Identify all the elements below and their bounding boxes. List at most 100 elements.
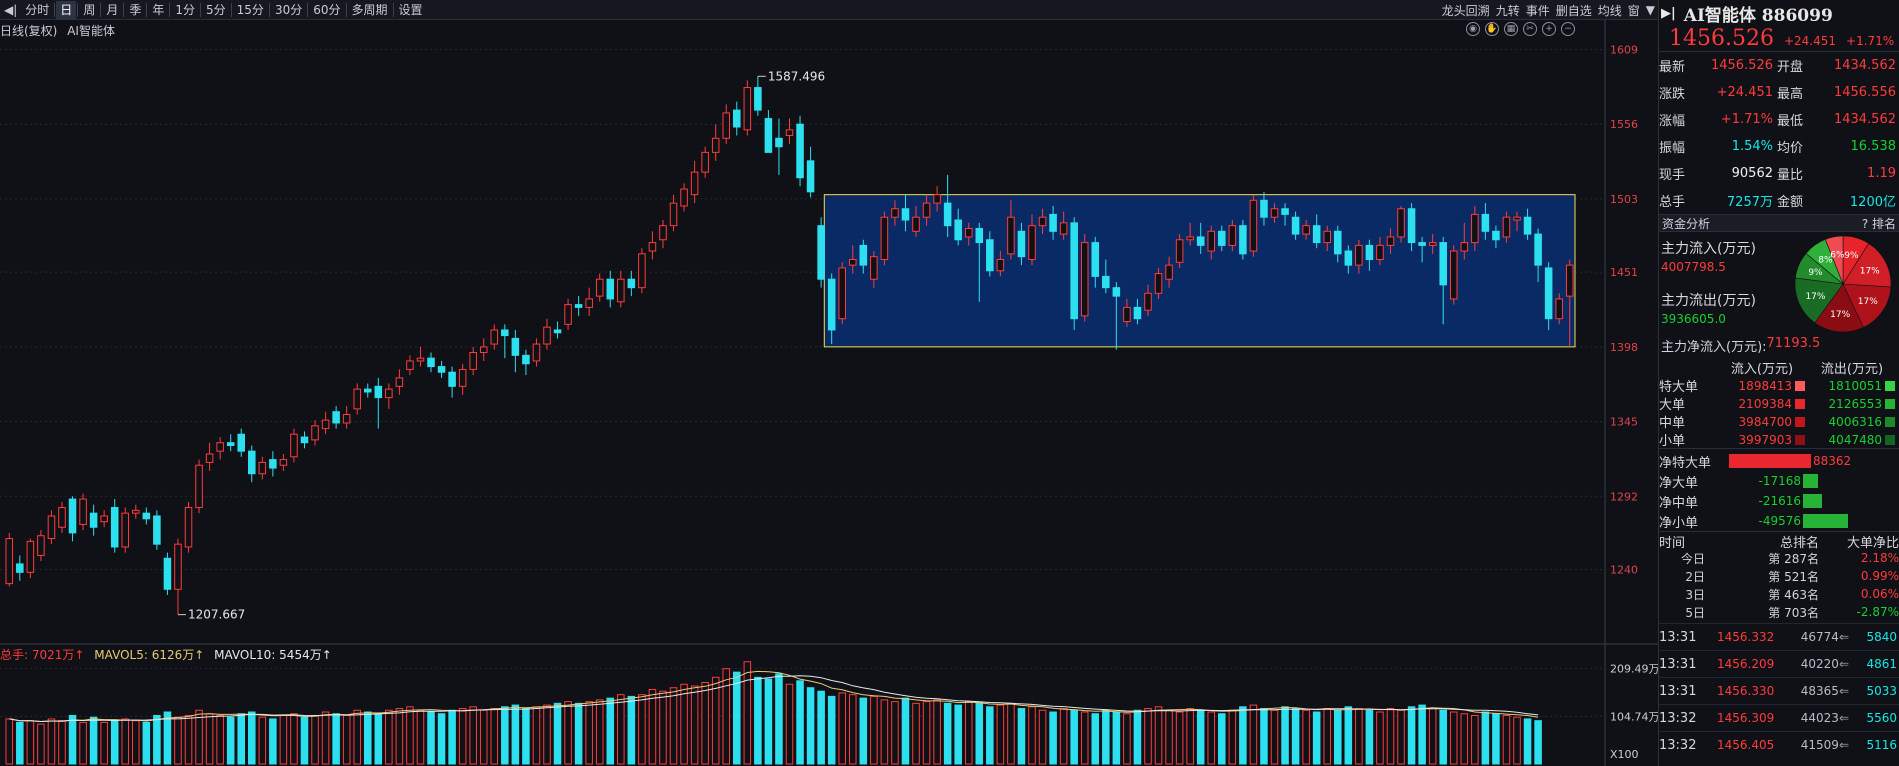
- flow-in-cell: 1898413: [1717, 379, 1807, 393]
- tick-row[interactable]: 13:32 1456.309 44023⇐ 5560: [1659, 704, 1899, 731]
- zoom-out-icon[interactable]: −: [1561, 22, 1575, 36]
- zoom-in-icon[interactable]: +: [1542, 22, 1556, 36]
- volume-bar: [901, 697, 910, 765]
- pie-slice: [1842, 283, 1892, 328]
- toolbar-tool-button[interactable]: 事件: [1525, 3, 1550, 18]
- chart-mode-label[interactable]: 日线(复权): [0, 24, 58, 38]
- volume-tick-label: X100: [1610, 748, 1639, 761]
- tick-volume-cell: 40220⇐: [1789, 657, 1849, 671]
- period-tab[interactable]: 季: [129, 2, 142, 17]
- candle-body: [385, 388, 393, 399]
- volume-bar: [16, 721, 24, 765]
- candle-body: [1059, 222, 1068, 235]
- rank-link[interactable]: ? 排名: [1861, 216, 1896, 231]
- candle-body: [100, 515, 108, 523]
- layout-icon[interactable]: ▦: [1504, 22, 1518, 36]
- flow-in-cell: 3984700: [1717, 415, 1807, 429]
- volume-bar: [174, 716, 182, 765]
- period-tab[interactable]: 日: [56, 0, 77, 19]
- toolbar-tool-button[interactable]: 窗: [1627, 3, 1640, 18]
- period-tab[interactable]: 分时: [25, 2, 50, 17]
- volume-bar: [648, 688, 657, 765]
- kline-chart[interactable]: 1609 1556 1503 1451 1398 1345 1292 1240 1587.496…: [0, 20, 1658, 766]
- hand-icon[interactable]: ✋: [1485, 22, 1499, 36]
- candle-body: [1196, 236, 1205, 246]
- flow-table: 特大单 1898413 1810051 大单 2109384 2126553 中单 39847…: [1659, 376, 1899, 449]
- candle-body: [1428, 242, 1437, 246]
- volume-bar: [785, 683, 794, 765]
- candle-body: [363, 388, 372, 393]
- rank-row: 今日 第 287名 2.18%: [1659, 549, 1899, 567]
- period-tab[interactable]: 30分: [274, 2, 303, 17]
- period-tab[interactable]: 年: [152, 2, 165, 17]
- volume-bar: [163, 711, 172, 765]
- flow-out-swatch: [1885, 417, 1895, 427]
- period-tab[interactable]: 5分: [206, 2, 226, 17]
- quote-value: 1456.526: [1710, 58, 1773, 73]
- volume-bar: [1386, 708, 1395, 765]
- flow-row: 特大单 1898413 1810051: [1659, 376, 1899, 395]
- candle-body: [279, 459, 288, 466]
- volume-bar: [1397, 709, 1405, 765]
- toolbar-tool-button[interactable]: 九转: [1495, 3, 1520, 18]
- tick-row[interactable]: 13:31 1456.209 40220⇐ 4861: [1659, 650, 1899, 677]
- volume-bar: [385, 709, 393, 765]
- net-flow-value: 88362: [1813, 454, 1852, 468]
- net-flow-row: 净中单 -21616: [1659, 491, 1899, 511]
- volume-bar: [406, 706, 414, 765]
- volume-bar: [1460, 713, 1469, 765]
- period-tab[interactable]: 设置: [398, 2, 423, 17]
- net-flow-bar: [1803, 494, 1823, 508]
- period-tab[interactable]: 1分: [175, 2, 196, 17]
- volume-bar: [1038, 709, 1047, 765]
- quote-label: 振幅: [1659, 141, 1686, 156]
- rank-value: 第 287名: [1768, 551, 1819, 566]
- panel-toggle-icon[interactable]: ▶|: [1661, 5, 1676, 21]
- period-tab[interactable]: 多周期: [351, 2, 388, 17]
- period-tab[interactable]: 周: [83, 2, 96, 17]
- tick-row[interactable]: 13:31 1456.330 48365⇐ 5033: [1659, 677, 1899, 704]
- volume-bar: [1481, 711, 1490, 765]
- flow-row: 大单 2109384 2126553: [1659, 394, 1899, 413]
- toolbar-tool-button[interactable]: 龙头回溯: [1441, 3, 1490, 18]
- candle-body: [827, 278, 836, 331]
- volume-bar: [226, 716, 235, 765]
- tick-volume-cell: 46774⇐: [1789, 630, 1849, 644]
- period-tab[interactable]: 月: [106, 2, 119, 17]
- tick-row[interactable]: 13:32 1456.405 41509⇐ 5116: [1659, 731, 1899, 758]
- toolbar-tool-button[interactable]: 删自选: [1555, 3, 1592, 18]
- current-price: 1456.526: [1669, 26, 1774, 51]
- tick-row[interactable]: 13:31 1456.332 46774⇐ 5840: [1659, 623, 1899, 650]
- volume-bar: [290, 713, 298, 765]
- volume-bar: [1028, 706, 1036, 765]
- candle-body: [543, 326, 551, 345]
- flow-row-name: 中单: [1659, 416, 1686, 431]
- volume-bar: [1175, 711, 1184, 765]
- toolbar-tool-button[interactable]: ▼: [1645, 3, 1655, 17]
- cut-icon[interactable]: ✂: [1523, 22, 1537, 36]
- eye-icon[interactable]: ◉: [1466, 22, 1480, 36]
- net-flow-name: 净特大单: [1659, 455, 1712, 471]
- range-box[interactable]: [823, 194, 1576, 348]
- tick-time: 13:32: [1659, 710, 1697, 726]
- flow-in-value: 1898413: [1738, 378, 1792, 393]
- candle-body: [511, 337, 520, 356]
- candle-body: [237, 433, 246, 452]
- candle-body: [448, 371, 456, 387]
- candle-body: [374, 385, 383, 399]
- flow-out-value: 2126553: [1828, 396, 1882, 411]
- period-tab[interactable]: 15分: [236, 2, 264, 17]
- volume-bar: [1123, 713, 1131, 765]
- net-flow-bar-wrap: -17168: [1741, 474, 1819, 488]
- tick-list[interactable]: 13:31 1456.332 46774⇐ 5840 13:31 1456.209 4022…: [1659, 623, 1899, 758]
- toolbar-tool-button[interactable]: 均线: [1597, 3, 1622, 18]
- net-flow-name: 净大单: [1659, 475, 1699, 491]
- tick-volume: 41509: [1800, 738, 1839, 752]
- volume-bar: [1207, 711, 1216, 765]
- volume-bar: [1439, 709, 1447, 765]
- period-tab[interactable]: 60分: [313, 2, 341, 17]
- volume-bar: [5, 718, 14, 765]
- expand-left-icon[interactable]: ◀|: [4, 2, 18, 17]
- volume-bar: [574, 702, 583, 765]
